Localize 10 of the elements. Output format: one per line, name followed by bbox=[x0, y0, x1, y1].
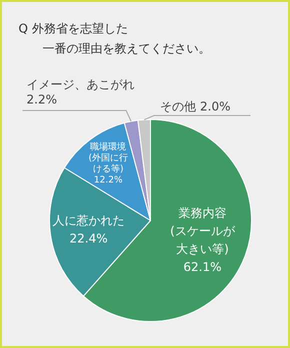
chart-title: Q 外務省を志望した一番の理由を教えてください。 bbox=[18, 22, 210, 56]
slice-label: 人に惹かれた bbox=[52, 214, 125, 228]
data-label: 22.4% bbox=[70, 232, 108, 246]
slice-label: イメージ、あこがれ bbox=[26, 78, 134, 92]
slice-label: その他 2.0% bbox=[160, 100, 231, 114]
data-label: 2.2% bbox=[26, 92, 57, 106]
data-label: 62.1% bbox=[183, 260, 222, 274]
data-label: 12.2% bbox=[94, 175, 123, 186]
slice-label: 職場環境(外国に行ける等) bbox=[88, 141, 128, 174]
slice-label: 業務内容(スケールが大きい等) bbox=[170, 206, 236, 256]
